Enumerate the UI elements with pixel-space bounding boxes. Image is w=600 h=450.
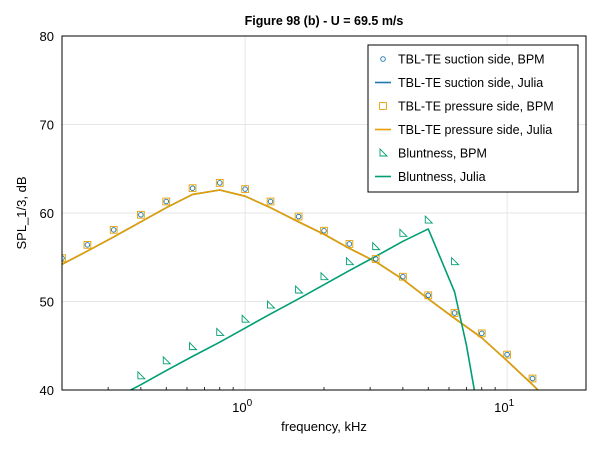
data-point-4 [399, 228, 408, 237]
data-point-0 [163, 198, 170, 205]
data-point-0 [425, 292, 432, 299]
legend: TBL-TE suction side, BPM TBL-TE suction s… [367, 44, 579, 193]
x-tick-base: 10 [232, 400, 246, 415]
data-point-2 [188, 184, 197, 193]
data-point-2 [266, 197, 275, 206]
data-point-2 [162, 197, 171, 206]
data-point-2 [137, 210, 145, 219]
data-point-0 [372, 256, 379, 262]
data-point-4 [320, 271, 330, 281]
series-line-5 [128, 228, 476, 390]
legend-entry-label: TBL-TE pressure side, Julia [398, 123, 552, 137]
data-point-4 [451, 256, 460, 266]
legend-marker-swatch [380, 56, 386, 62]
x-tick-label: 100 [232, 398, 252, 415]
data-point-0 [295, 213, 302, 220]
data-point-2 [241, 185, 249, 193]
data-point-0 [321, 227, 327, 234]
x-tick-exponent: 1 [509, 398, 515, 409]
y-tick-label: 60 [40, 206, 54, 221]
x-tick-exponent: 0 [247, 398, 253, 409]
data-point-0 [400, 273, 406, 280]
data-point-2 [109, 225, 118, 234]
plot-area [62, 179, 540, 390]
data-point-0 [242, 186, 248, 192]
y-tick-label: 50 [40, 295, 54, 310]
legend-entry-label: TBL-TE pressure side, BPM [398, 100, 554, 114]
data-point-2 [83, 241, 92, 249]
y-tick-label: 40 [40, 383, 54, 398]
data-point-0 [267, 198, 274, 205]
x-axis-label: frequency, kHz [281, 419, 367, 434]
data-point-4 [189, 341, 198, 351]
x-tick-label: 101 [494, 398, 514, 415]
data-point-2 [399, 272, 407, 281]
data-point-0 [138, 212, 144, 218]
data-point-2 [477, 329, 486, 338]
data-point-4 [424, 214, 434, 224]
legend-marker-swatch [379, 102, 387, 110]
legend-marker-swatch [379, 147, 389, 157]
legend-entry-label: Bluntness, Julia [398, 170, 486, 184]
data-point-4 [137, 370, 146, 380]
legend-frame [367, 44, 579, 193]
data-point-2 [528, 374, 537, 383]
y-axis-label: SPL_1/3, dB [14, 177, 29, 250]
data-point-2 [345, 240, 354, 248]
data-point-4 [162, 355, 172, 365]
data-point-2 [62, 254, 66, 262]
data-point-4 [241, 314, 251, 323]
data-point-0 [346, 241, 353, 247]
data-point-2 [215, 179, 224, 187]
series-line-3 [62, 189, 540, 390]
data-point-4 [372, 241, 381, 251]
data-point-0 [110, 227, 117, 233]
data-point-0 [529, 375, 536, 382]
data-point-0 [216, 180, 223, 186]
data-point-2 [503, 350, 511, 359]
legend-entry-label: Bluntness, BPM [398, 147, 487, 161]
data-point-0 [504, 351, 510, 358]
data-point-2 [371, 255, 380, 263]
legend-entry-label: TBL-TE suction side, Julia [398, 76, 543, 90]
data-point-0 [189, 185, 196, 191]
data-point-2 [424, 291, 433, 300]
chart-title: Figure 98 (b) - U = 69.5 m/s [245, 14, 404, 28]
data-point-4 [345, 256, 355, 266]
data-point-2 [320, 226, 328, 235]
data-point-2 [450, 309, 459, 317]
data-point-0 [84, 242, 91, 248]
data-point-4 [216, 327, 225, 336]
data-point-0 [478, 330, 485, 337]
data-point-2 [294, 212, 303, 221]
data-point-0 [451, 310, 458, 316]
legend-entry-label: TBL-TE suction side, BPM [398, 53, 545, 67]
y-tick-label: 70 [40, 118, 54, 133]
data-point-4 [267, 299, 276, 309]
y-tick-label: 80 [40, 29, 54, 44]
data-point-4 [295, 284, 304, 294]
x-tick-base: 10 [494, 400, 508, 415]
